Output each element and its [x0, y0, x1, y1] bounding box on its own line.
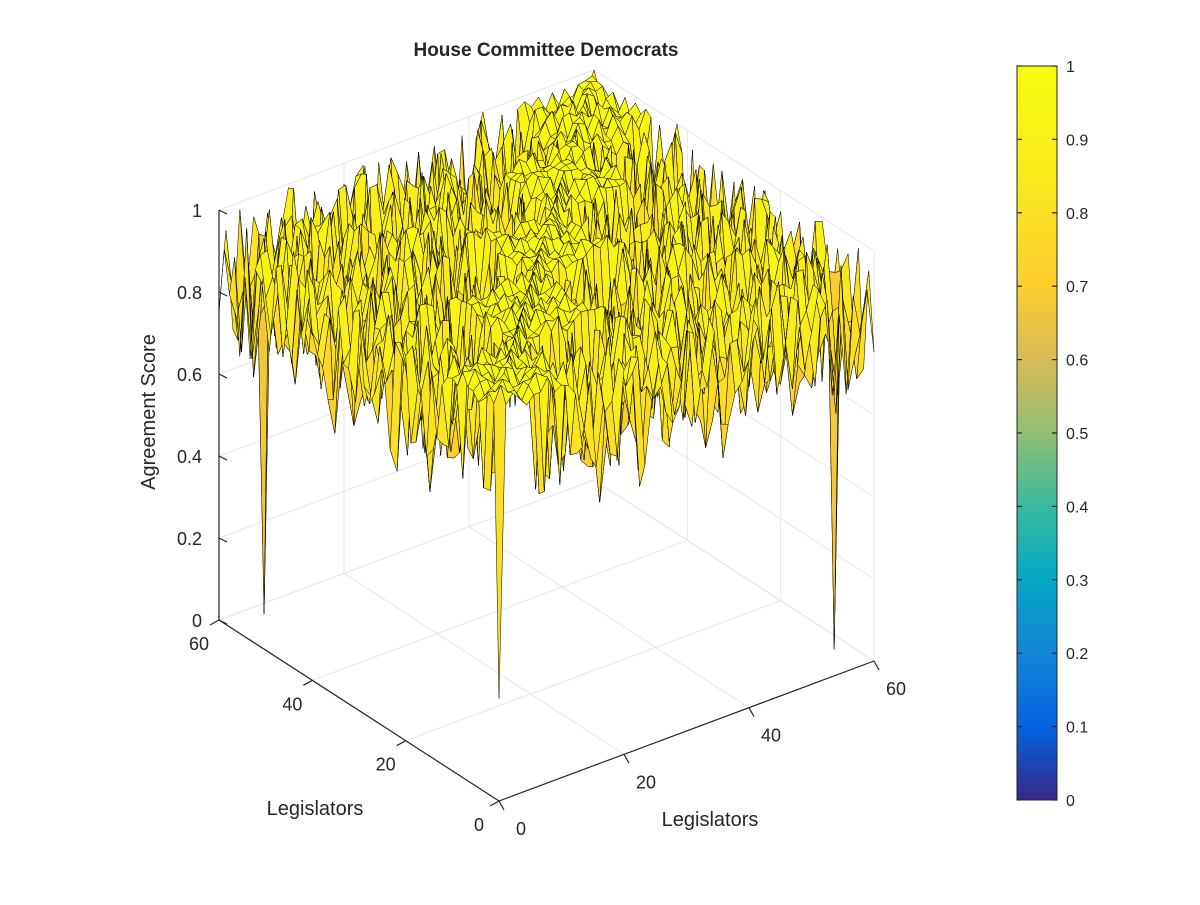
- z-tick-mark: [218, 209, 228, 215]
- y-axis-label: Legislators: [267, 798, 364, 820]
- z-tick-label: 0.2: [177, 529, 202, 549]
- x-tick-label: 40: [761, 726, 781, 746]
- colorbar-tick-label: 0.2: [1066, 646, 1088, 663]
- x-tick-mark: [498, 800, 505, 811]
- colorbar-tick-label: 0.8: [1066, 206, 1088, 223]
- z-tick-mark: [218, 455, 228, 461]
- y-axis-line: [218, 619, 500, 802]
- z-tick-mark: [218, 291, 228, 297]
- z-tick-label: 0.6: [177, 365, 202, 385]
- colorbar-gradient: [1016, 65, 1058, 801]
- colorbar-tick-label: 0.1: [1066, 720, 1088, 737]
- z-tick-mark: [218, 537, 228, 543]
- x-tick-label: 0: [516, 819, 526, 839]
- grid-line: [405, 600, 781, 742]
- surface-cell: [493, 384, 507, 699]
- x-tick-mark: [623, 754, 630, 764]
- z-tick-mark: [218, 619, 228, 625]
- axis-ticks: 0 20 40 60 0 20 40 60 0 0.2 0.4 0.6 0.8 1: [177, 201, 906, 839]
- x-tick-label: 20: [636, 772, 656, 792]
- x-axis-line: [498, 660, 875, 802]
- colorbar-tick-label: 0.4: [1066, 499, 1088, 516]
- y-tick-mark: [209, 619, 220, 626]
- y-tick-label: 20: [376, 755, 396, 775]
- z-tick-label: 0.8: [177, 283, 202, 303]
- z-tick-label: 0: [192, 611, 202, 631]
- grid-line: [468, 526, 750, 709]
- colorbar-tick-label: 0.3: [1066, 573, 1088, 590]
- surface-cell: [218, 230, 232, 312]
- z-axis-label: Agreement Score: [138, 334, 160, 490]
- grid-line: [593, 69, 875, 252]
- y-tick-mark: [396, 740, 406, 747]
- y-tick-label: 60: [189, 634, 209, 654]
- x-tick-label: 60: [886, 679, 906, 699]
- colorbar-tick-label: 0.6: [1066, 353, 1088, 370]
- surface-mesh: [218, 69, 875, 699]
- z-tick-mark: [218, 373, 228, 379]
- chart-title: House Committee Democrats: [413, 40, 678, 61]
- colorbar-tick-label: 0: [1066, 793, 1075, 810]
- grid-line: [343, 572, 625, 755]
- grid-line: [218, 479, 595, 621]
- z-tick-label: 0.4: [177, 447, 202, 467]
- z-tick-label: 1: [192, 201, 202, 221]
- colorbar-tick-label: 1: [1066, 59, 1075, 76]
- y-tick-label: 40: [282, 694, 302, 714]
- y-tick-mark: [489, 800, 500, 807]
- colorbar-tick-label: 0.9: [1066, 132, 1088, 149]
- grid-line: [218, 69, 595, 211]
- y-tick-label: 0: [474, 815, 484, 835]
- colorbar-tick-label: 0.7: [1066, 279, 1088, 296]
- x-tick-mark: [748, 707, 755, 717]
- x-tick-mark: [873, 660, 880, 671]
- y-tick-mark: [303, 679, 313, 686]
- colorbar: 0 0.1 0.2 0.3 0.4 0.5 0.6 0.7 0.8 0.9 1: [1016, 59, 1088, 810]
- grid-line: [593, 479, 875, 662]
- axes-lines: [218, 210, 875, 802]
- colorbar-tick-label: 0.5: [1066, 426, 1088, 443]
- x-axis-label: Legislators: [662, 809, 759, 831]
